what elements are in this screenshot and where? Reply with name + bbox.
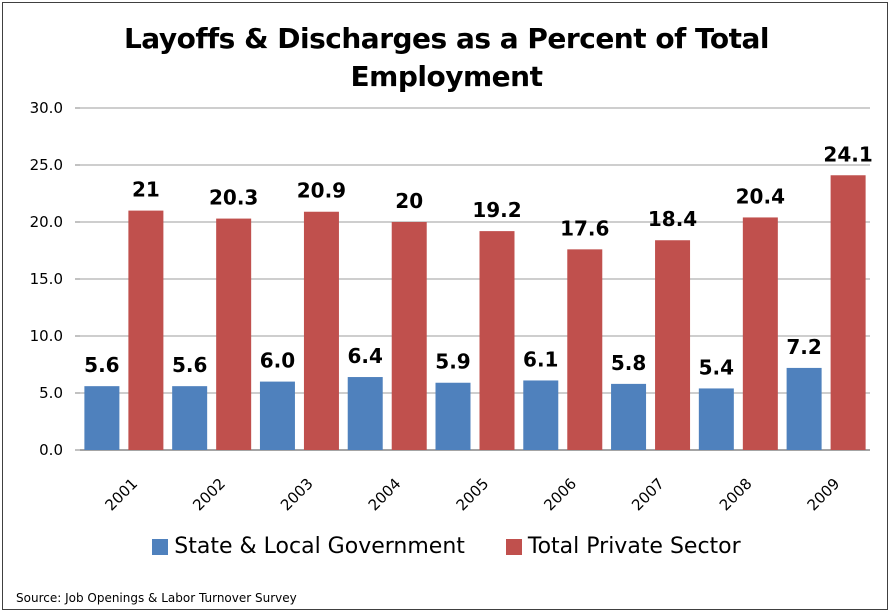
data-label-private-sector-2003: 20.9: [297, 179, 346, 203]
bar-private-sector-2006[interactable]: [567, 249, 603, 450]
chart-title: Layoffs & Discharges as a Percent of Tot…: [0, 20, 893, 96]
y-tick-label: 20.0: [30, 213, 63, 231]
bar-state-local-2004[interactable]: [347, 377, 383, 450]
data-label-private-sector-2006: 17.6: [560, 216, 609, 240]
legend-item-state-local[interactable]: State & Local Government: [152, 534, 465, 559]
y-axis-ticks: 0.0 5.0 10.0 15.0 20.0 25.0 30.0: [30, 99, 63, 459]
y-tick-label: 30.0: [30, 99, 63, 117]
data-label-state-local-2004: 6.4: [348, 344, 383, 368]
gridlines: [75, 107, 870, 451]
data-labels: 5.6 21 5.6 20.3 6.0 20.9 6.4 20 5.9 19.2 6.1 17.6 5.…: [84, 142, 873, 379]
bar-state-local-2001[interactable]: [84, 386, 120, 450]
data-label-state-local-2003: 6.0: [260, 349, 295, 373]
legend-swatch-private-sector: [505, 538, 522, 555]
x-tick-label-2001: 2001: [101, 475, 141, 515]
bar-state-local-2002[interactable]: [172, 386, 208, 450]
legend-swatch-state-local: [152, 538, 169, 555]
legend-label-private-sector: Total Private Sector: [527, 534, 741, 559]
data-label-state-local-2008: 5.4: [699, 355, 734, 379]
bar-state-local-2008[interactable]: [698, 388, 734, 450]
bar-private-sector-2003[interactable]: [303, 211, 339, 450]
y-tick-label: 10.0: [30, 327, 63, 345]
x-tick-label-2007: 2007: [628, 475, 668, 515]
x-tick-label-2009: 2009: [804, 475, 844, 515]
data-label-private-sector-2002: 20.3: [209, 186, 258, 210]
data-label-state-local-2007: 5.8: [611, 351, 646, 375]
x-tick-label-2005: 2005: [453, 475, 493, 515]
x-tick-label-2004: 2004: [365, 475, 405, 515]
y-tick-label: 15.0: [30, 270, 63, 288]
bar-private-sector-2002[interactable]: [216, 218, 252, 450]
x-axis-ticks: 2001 2002 2003 2004 2005 2006 2007 2008 2009: [101, 475, 843, 515]
data-label-private-sector-2004: 20: [395, 189, 423, 213]
bar-private-sector-2009[interactable]: [830, 175, 866, 450]
source-note: Source: Job Openings & Labor Turnover Su…: [16, 591, 297, 605]
data-label-private-sector-2009: 24.1: [823, 142, 872, 166]
bar-state-local-2006[interactable]: [523, 380, 559, 450]
x-tick-label-2008: 2008: [716, 475, 756, 515]
bar-private-sector-2001[interactable]: [128, 210, 164, 450]
bar-private-sector-2008[interactable]: [742, 217, 778, 450]
data-label-state-local-2001: 5.6: [84, 353, 119, 377]
data-label-private-sector-2005: 19.2: [472, 198, 521, 222]
bar-private-sector-2007[interactable]: [655, 240, 691, 450]
x-tick-label-2003: 2003: [277, 475, 317, 515]
chart-title-line-1: Layoffs & Discharges as a Percent of Tot…: [123, 22, 770, 55]
y-tick-label: 0.0: [39, 441, 63, 459]
x-tick-label-2002: 2002: [189, 475, 229, 515]
data-label-state-local-2005: 5.9: [435, 350, 470, 374]
data-label-state-local-2009: 7.2: [786, 335, 821, 359]
data-label-state-local-2002: 5.6: [172, 353, 207, 377]
bar-state-local-2007[interactable]: [611, 383, 647, 450]
bar-state-local-2005[interactable]: [435, 382, 471, 450]
x-tick-label-2006: 2006: [540, 475, 580, 515]
bar-state-local-2009[interactable]: [786, 367, 822, 450]
data-label-state-local-2006: 6.1: [523, 347, 558, 371]
chart-title-line-2: Employment: [350, 60, 543, 93]
y-tick-label: 5.0: [39, 384, 63, 402]
bar-private-sector-2005[interactable]: [479, 231, 515, 450]
bars: [84, 175, 866, 450]
data-label-private-sector-2001: 21: [132, 178, 160, 202]
data-label-private-sector-2008: 20.4: [736, 184, 785, 208]
legend-item-private-sector[interactable]: Total Private Sector: [505, 534, 741, 559]
data-label-private-sector-2007: 18.4: [648, 207, 697, 231]
legend-label-state-local: State & Local Government: [174, 534, 465, 559]
bar-state-local-2003[interactable]: [259, 381, 295, 450]
y-tick-label: 25.0: [30, 156, 63, 174]
bar-private-sector-2004[interactable]: [391, 222, 427, 450]
legend: State & Local Government Total Private S…: [0, 534, 893, 561]
